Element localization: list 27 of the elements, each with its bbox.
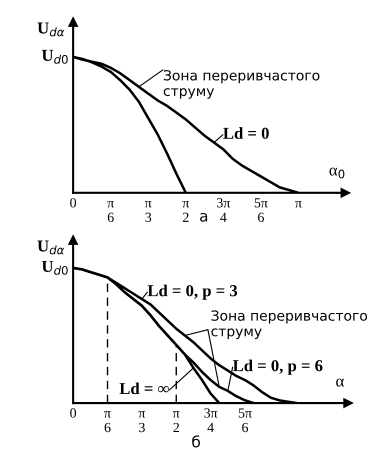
annotation: Ld = 0, p = 6 bbox=[232, 360, 322, 375]
x-tick-label: 5π 6 bbox=[254, 198, 268, 222]
annotation: Ld = 0 bbox=[223, 127, 269, 139]
x-tick-label: 3π 4 bbox=[204, 408, 218, 432]
x-tick-label: π 3 bbox=[144, 200, 152, 222]
text: а bbox=[200, 212, 208, 222]
x-tick-label: π 6 bbox=[107, 200, 114, 222]
x-tick-label: π bbox=[295, 200, 302, 208]
annotation: Зона переривчастого струму bbox=[211, 310, 368, 340]
x-axis-title: α bbox=[336, 378, 344, 387]
text: б bbox=[192, 435, 200, 448]
x-tick-label: 3π 4 bbox=[217, 198, 230, 222]
x-tick-label: 0 bbox=[70, 198, 76, 208]
x-tick-label: π 2 bbox=[182, 200, 190, 222]
y-axis-title: U$_{dα}$ bbox=[37, 240, 64, 254]
text: U$_{d0}$ bbox=[42, 260, 68, 275]
y-axis-title: U$_{dα}$ bbox=[38, 22, 64, 36]
x-tick-label: 0 bbox=[70, 408, 76, 418]
x-tick-label: π 2 bbox=[172, 411, 180, 432]
text: U$_{d0}$ bbox=[42, 50, 68, 64]
annotation: Зона переривчастого струму bbox=[164, 70, 320, 99]
x-axis-title: α$_{0}$ bbox=[329, 168, 344, 178]
annotation: Ld = 0, p = 3 bbox=[148, 284, 238, 300]
x-tick-label: 5π 6 bbox=[238, 408, 252, 432]
annotation: Ld = ∞ bbox=[120, 382, 169, 394]
x-tick-label: π 3 bbox=[138, 411, 146, 432]
x-tick-label: π 6 bbox=[104, 411, 111, 432]
